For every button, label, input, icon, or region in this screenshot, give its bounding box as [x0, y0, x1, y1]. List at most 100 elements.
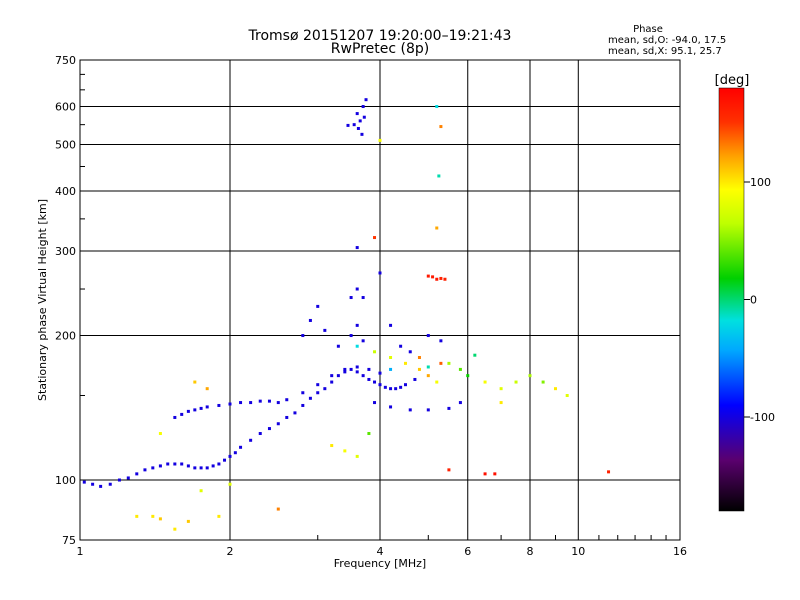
- data-point: [394, 387, 398, 391]
- data-point: [607, 470, 611, 474]
- data-point: [293, 411, 297, 415]
- x-tick-label: 10: [571, 545, 585, 558]
- data-point: [383, 385, 387, 389]
- y-tick-label: 300: [55, 245, 76, 258]
- data-point: [180, 462, 184, 466]
- data-point: [439, 339, 443, 343]
- data-point: [362, 115, 366, 119]
- data-point: [439, 125, 443, 129]
- x-tick-label: 1: [77, 545, 84, 558]
- data-point: [211, 464, 215, 468]
- data-point: [193, 380, 197, 384]
- y-tick-label: 100: [55, 474, 76, 487]
- data-point: [361, 339, 365, 343]
- data-point: [373, 236, 377, 240]
- data-point: [458, 367, 462, 371]
- data-point: [352, 123, 356, 127]
- data-point: [483, 472, 487, 476]
- data-point: [408, 408, 412, 412]
- data-point: [276, 507, 280, 511]
- x-axis-label: Frequency [MHz]: [334, 557, 426, 570]
- data-point: [108, 482, 112, 486]
- data-point: [316, 383, 320, 387]
- y-tick-label: 400: [55, 185, 76, 198]
- data-point: [323, 328, 327, 332]
- data-point: [553, 387, 557, 391]
- data-point: [228, 482, 232, 486]
- data-point: [135, 514, 139, 518]
- data-point: [355, 454, 359, 458]
- chart-title-line1: Tromsø 20151207 19:20:00–19:21:43: [248, 28, 512, 44]
- data-point: [466, 374, 470, 378]
- data-point: [186, 409, 190, 413]
- data-point: [426, 274, 430, 278]
- data-point: [443, 277, 447, 281]
- data-point: [166, 462, 170, 466]
- data-point: [483, 380, 487, 384]
- colorbar-label: [deg]: [715, 73, 750, 88]
- y-tick-label: 500: [55, 139, 76, 152]
- data-point: [373, 350, 377, 354]
- data-point: [417, 355, 421, 359]
- data-point: [258, 399, 262, 403]
- data-point: [308, 396, 312, 400]
- data-point: [99, 484, 103, 488]
- stats-heading: Phase: [633, 24, 663, 35]
- data-point: [373, 401, 377, 405]
- data-point: [126, 476, 130, 480]
- data-point: [437, 174, 441, 178]
- data-point: [499, 401, 503, 405]
- data-point: [330, 374, 334, 378]
- chart-title-line2: RwPretec (8p): [331, 41, 429, 57]
- data-point: [389, 387, 393, 391]
- data-point: [199, 406, 203, 410]
- data-point: [355, 323, 359, 327]
- data-point: [301, 334, 305, 338]
- data-point: [199, 489, 203, 493]
- data-point: [117, 478, 121, 482]
- data-point: [493, 472, 497, 476]
- data-point: [439, 361, 443, 365]
- data-point: [473, 353, 477, 357]
- data-point: [228, 402, 232, 406]
- data-point: [458, 401, 462, 405]
- data-point: [91, 482, 95, 486]
- data-point: [173, 415, 177, 419]
- x-axis-ticks: 1 2 4 6 8 10 16: [77, 535, 687, 558]
- data-point: [355, 287, 359, 291]
- data-point: [158, 432, 162, 436]
- data-point: [413, 377, 417, 381]
- data-point: [336, 344, 340, 348]
- y-tick-label: 600: [55, 101, 76, 114]
- data-point: [82, 480, 86, 484]
- data-point: [408, 350, 412, 354]
- data-point: [439, 276, 443, 280]
- data-point: [308, 318, 312, 322]
- data-point: [389, 355, 393, 359]
- data-point: [389, 405, 393, 409]
- data-point: [343, 367, 347, 371]
- data-point: [330, 444, 334, 448]
- data-point: [316, 304, 320, 308]
- data-point: [426, 365, 430, 369]
- y-tick-label: 75: [62, 534, 76, 547]
- x-tick-label: 16: [673, 545, 687, 558]
- data-point: [426, 334, 430, 338]
- data-point: [426, 374, 430, 378]
- data-point: [349, 296, 353, 300]
- data-point: [217, 514, 221, 518]
- data-point: [173, 527, 177, 531]
- data-point: [158, 464, 162, 468]
- data-point: [193, 466, 197, 470]
- data-point: [499, 387, 503, 391]
- data-point: [431, 275, 435, 279]
- data-point: [435, 277, 439, 281]
- data-point: [355, 370, 359, 374]
- data-point: [399, 344, 403, 348]
- data-point: [355, 112, 359, 116]
- data-point: [361, 105, 365, 109]
- colorbar-ticks: 100 0 -100: [744, 176, 775, 424]
- data-point: [151, 514, 155, 518]
- data-points: [82, 98, 611, 531]
- data-point: [205, 405, 209, 409]
